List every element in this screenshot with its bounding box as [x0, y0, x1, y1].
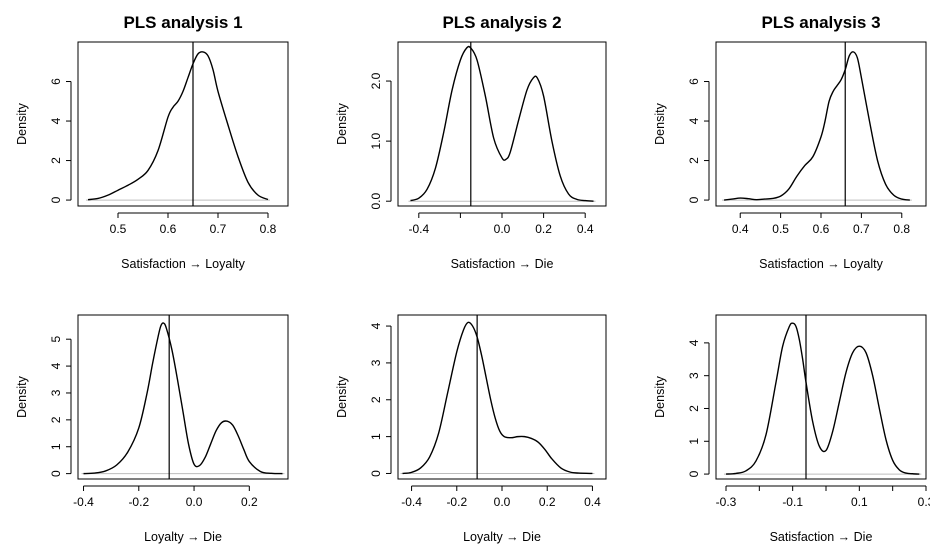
y-tick-label: 4 — [687, 339, 701, 346]
x-tick-label: 0.4 — [577, 222, 594, 236]
x-tick-label: -0.4 — [408, 222, 429, 236]
y-axis-label: Density — [335, 375, 349, 417]
y-tick-label: 0 — [49, 196, 63, 203]
y-axis-label: Density — [653, 102, 667, 144]
x-tick-label: 0.8 — [893, 222, 910, 236]
plot-frame — [397, 41, 607, 207]
x-tick-label: -0.4 — [73, 495, 94, 509]
density-curve — [402, 321, 593, 475]
y-tick-label: 2 — [687, 405, 701, 412]
x-tick-label: 0.0 — [494, 495, 511, 509]
x-tick-label: 0.5 — [110, 222, 127, 236]
x-axis-label: Loyalty → Die — [463, 530, 541, 544]
y-axis-label: Density — [15, 375, 29, 417]
panel-2: PLS analysis 2 -0.4 0.0 0.2 0.4 0.0 1.0 2.0 Sati… — [335, 13, 607, 271]
x-tick-label: -0.2 — [128, 495, 149, 509]
x-tick-label: 0.0 — [186, 495, 203, 509]
plot-frame — [77, 314, 289, 480]
y-tick-label: 1 — [687, 438, 701, 445]
y-tick-label: 6 — [687, 78, 701, 85]
chart-title: PLS analysis 3 — [761, 13, 880, 32]
x-tick-label: -0.4 — [401, 495, 422, 509]
y-tick-label: 3 — [687, 372, 701, 379]
x-tick-label: 0.0 — [494, 222, 511, 236]
x-axis-label: Satisfaction → Loyalty — [759, 257, 883, 271]
x-tick-label: 0.2 — [535, 222, 552, 236]
y-tick-label: 0.0 — [369, 193, 383, 210]
density-curve — [87, 51, 269, 201]
y-tick-label: 0 — [49, 470, 63, 477]
x-tick-label: 0.3 — [918, 495, 930, 509]
y-tick-label: 4 — [687, 117, 701, 124]
x-tick-label: -0.3 — [716, 495, 737, 509]
x-tick-label: 0.1 — [851, 495, 868, 509]
x-axis-label: Satisfaction → Die — [451, 257, 554, 271]
density-curve — [83, 322, 283, 475]
x-tick-label: 0.5 — [772, 222, 789, 236]
y-tick-label: 6 — [49, 78, 63, 85]
panel-4: -0.4 -0.2 0.0 0.2 0 1 2 3 4 5 Loyalty → Die Density — [15, 314, 289, 544]
y-tick-label: 4 — [369, 322, 383, 329]
panel-3: PLS analysis 3 0.4 0.5 0.6 0.7 0.8 0 2 4 6 Satisfa… — [653, 13, 927, 271]
chart-title: PLS analysis 1 — [123, 13, 242, 32]
y-tick-label: 0 — [687, 196, 701, 203]
x-tick-label: -0.2 — [446, 495, 467, 509]
y-axis-label: Density — [15, 102, 29, 144]
panel-6: -0.3 -0.1 0.1 0.3 0 1 2 3 4 Satisfaction → Die Den… — [653, 314, 930, 544]
y-tick-label: 4 — [49, 362, 63, 369]
density-curve — [410, 45, 594, 202]
x-tick-label: 0.6 — [813, 222, 830, 236]
y-axis-label: Density — [335, 102, 349, 144]
panel-5: -0.4 -0.2 0.0 0.2 0.4 0 1 2 3 4 Loyalty → Die Densi… — [335, 314, 607, 544]
plot-frame — [397, 314, 607, 480]
y-tick-label: 1.0 — [369, 132, 383, 149]
y-tick-label: 3 — [369, 359, 383, 366]
chart-title: PLS analysis 2 — [442, 13, 561, 32]
y-tick-label: 0 — [687, 470, 701, 477]
x-tick-label: 0.4 — [732, 222, 749, 236]
y-tick-label: 2 — [49, 157, 63, 164]
y-tick-label: 2.0 — [369, 72, 383, 89]
x-tick-label: 0.7 — [210, 222, 227, 236]
y-tick-label: 0 — [369, 470, 383, 477]
x-axis-label: Satisfaction → Loyalty — [121, 257, 245, 271]
panel-1: PLS analysis 1 0.5 0.6 0.7 0.8 0 2 4 6 Satisfacti… — [15, 13, 289, 271]
x-axis-label: Satisfaction → Die — [770, 530, 873, 544]
x-tick-label: 0.2 — [241, 495, 258, 509]
x-tick-label: 0.8 — [260, 222, 277, 236]
x-tick-label: 0.7 — [853, 222, 870, 236]
plot-frame — [715, 314, 927, 480]
y-tick-label: 4 — [49, 117, 63, 124]
y-axis-label: Density — [653, 375, 667, 417]
density-curve — [723, 51, 910, 201]
y-tick-label: 2 — [687, 157, 701, 164]
x-axis-label: Loyalty → Die — [144, 530, 222, 544]
y-tick-label: 2 — [369, 396, 383, 403]
x-tick-label: 0.6 — [160, 222, 177, 236]
x-tick-label: 0.2 — [539, 495, 556, 509]
density-curve — [725, 322, 920, 475]
x-tick-label: -0.1 — [782, 495, 803, 509]
y-tick-label: 1 — [49, 443, 63, 450]
y-tick-label: 1 — [369, 433, 383, 440]
plot-frame — [77, 41, 289, 207]
y-tick-label: 5 — [49, 336, 63, 343]
x-tick-label: 0.4 — [584, 495, 601, 509]
y-tick-label: 2 — [49, 416, 63, 423]
y-tick-label: 3 — [49, 389, 63, 396]
plot-frame — [715, 41, 927, 207]
